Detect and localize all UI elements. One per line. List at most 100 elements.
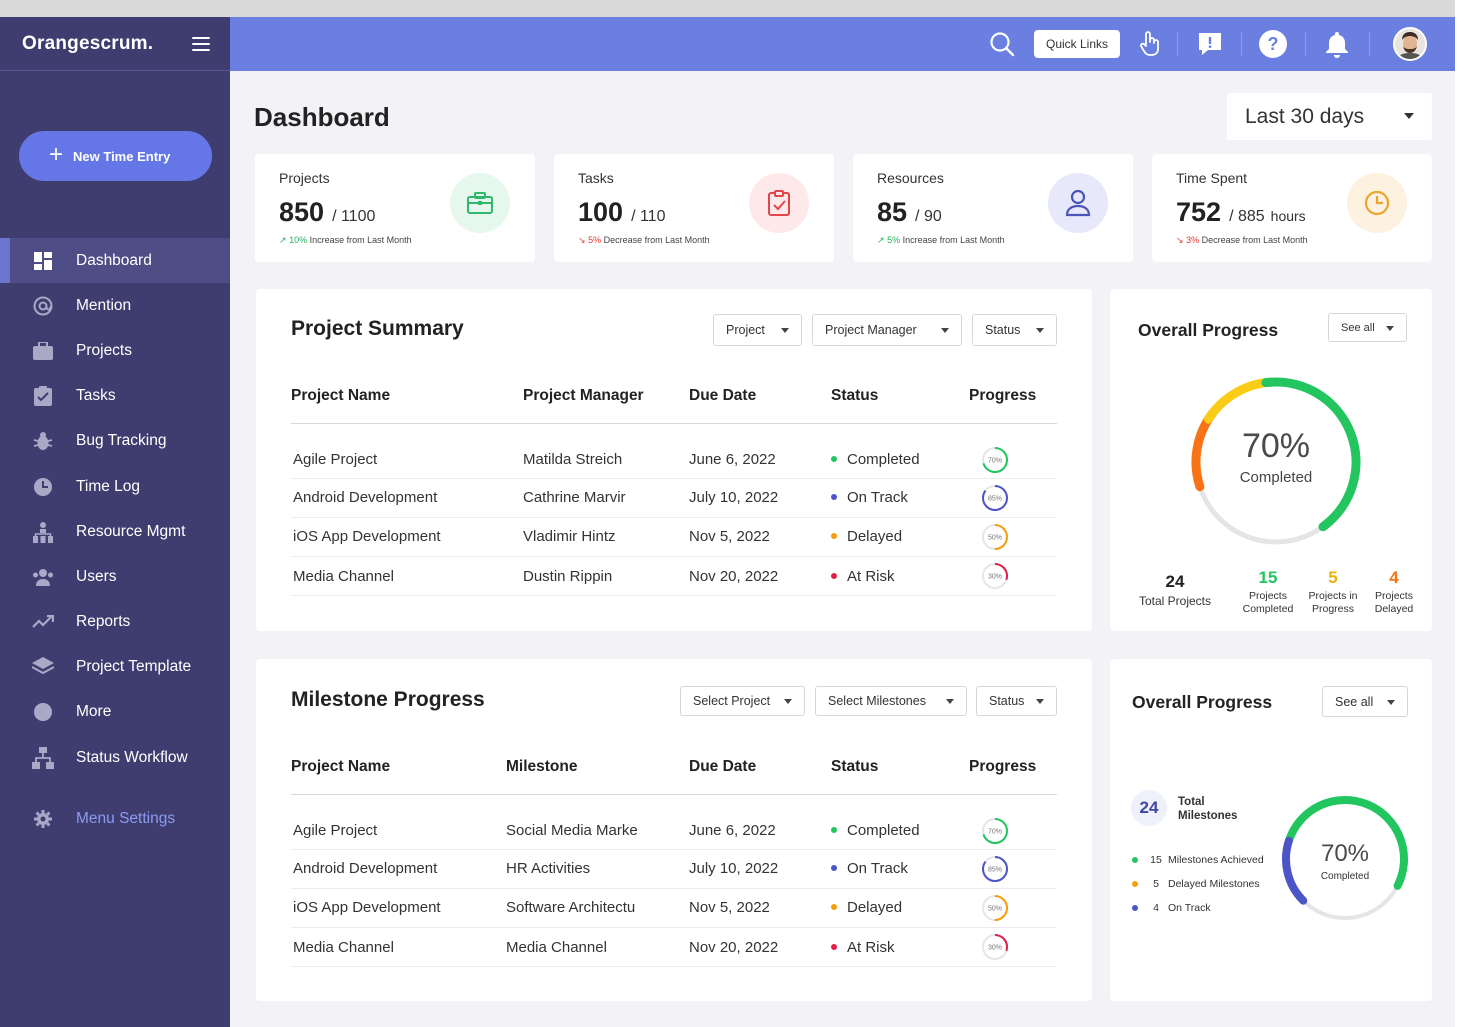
search-icon[interactable]	[986, 28, 1018, 60]
table-row[interactable]: Agile Project Matilda Streich June 6, 2022…	[291, 423, 1057, 479]
progress-ring-arc	[982, 563, 1008, 590]
project-name-cell[interactable]: Agile Project	[291, 423, 523, 479]
table-row[interactable]: iOS App Development Vladimir Hintz Nov 5, …	[291, 517, 1057, 558]
hand-pointer-icon[interactable]	[1134, 28, 1166, 60]
project-filter-dropdown[interactable]: Project	[713, 314, 802, 346]
milestone-status-dropdown[interactable]: Status	[976, 686, 1057, 716]
project-name-cell[interactable]: Android Development	[291, 478, 523, 518]
milestone-see-all-dropdown[interactable]: See all	[1322, 686, 1408, 717]
status-cell: On Track	[831, 849, 969, 889]
quick-links-button[interactable]: Quick Links	[1034, 30, 1120, 58]
due-date-cell: Nov 5, 2022	[689, 888, 831, 929]
project-name[interactable]: Android Development	[293, 489, 438, 507]
column-header[interactable]: Progress	[969, 740, 1057, 795]
sidebar-item-mention[interactable]: Mention	[0, 283, 230, 328]
sidebar-item-bug-tracking[interactable]: Bug Tracking	[0, 419, 230, 464]
project-total-stat: 5 Projects in Progress	[1301, 567, 1365, 617]
milestone-legend-item: 15 Milestones Achieved	[1132, 854, 1264, 866]
column-header[interactable]: Project Manager	[523, 369, 689, 424]
sidebar-item-status-workflow[interactable]: Status Workflow	[0, 735, 230, 780]
column-header[interactable]: Due Date	[689, 740, 831, 795]
column-header[interactable]: Project Name	[291, 740, 506, 795]
help-icon[interactable]: ?	[1257, 28, 1289, 60]
sidebar-item-dashboard[interactable]: Dashboard	[0, 238, 230, 284]
layers-icon	[32, 656, 54, 678]
project-manager-filter-dropdown[interactable]: Project Manager	[812, 314, 962, 346]
sidebar-item-time-log[interactable]: Time Log	[0, 464, 230, 509]
progress-cell: 70%	[969, 794, 1057, 850]
stat-card-time-spent[interactable]: Time Spent 752 / 885 hours ↘ 3% Decrease fro…	[1152, 154, 1432, 262]
bell-icon[interactable]	[1321, 28, 1353, 60]
logo-bar: Orangescrum.	[0, 17, 230, 71]
project-name[interactable]: iOS App Development	[293, 899, 441, 917]
column-header[interactable]: Status	[831, 740, 969, 795]
milestone-cell: Software Architectu	[506, 888, 689, 929]
sidebar-item-label: Mention	[76, 296, 132, 314]
sidebar-item-reports[interactable]: Reports	[0, 600, 230, 645]
stat-card-tasks[interactable]: Tasks 100 / 110 ↘ 5% Decrease from Last Mon…	[554, 154, 834, 262]
status-filter-label: Status	[985, 323, 1021, 337]
status-filter-dropdown[interactable]: Status	[972, 314, 1057, 346]
project-progress-center: 70% Completed	[1187, 427, 1365, 486]
select-project-dropdown[interactable]: Select Project	[680, 686, 805, 716]
status-dot	[831, 533, 837, 540]
sidebar-item-resource-mgmt[interactable]: Resource Mgmt	[0, 509, 230, 554]
status-dot	[831, 904, 837, 911]
project-name[interactable]: Agile Project	[293, 822, 378, 839]
progress-ring-arc	[982, 817, 1008, 844]
table-row[interactable]: Agile Project Social Media Marke June 6, 2…	[291, 794, 1057, 850]
progress-ring-label: 85%	[988, 866, 1002, 873]
new-time-entry-button[interactable]: + New Time Entry	[19, 131, 212, 181]
project-name-cell[interactable]: iOS App Development	[291, 888, 506, 929]
column-header[interactable]: Progress	[969, 369, 1057, 424]
user-avatar[interactable]	[1393, 27, 1427, 61]
progress-cell: 50%	[969, 517, 1057, 558]
date-range-select[interactable]: Last 30 days	[1227, 93, 1432, 140]
stat-number: 85	[877, 197, 908, 227]
project-name-cell[interactable]: Media Channel	[291, 556, 523, 597]
table-row[interactable]: Media Channel Dustin Rippin Nov 20, 2022 At…	[291, 556, 1057, 597]
sidebar-item-users[interactable]: Users	[0, 554, 230, 599]
chevron-down-icon	[941, 328, 949, 333]
project-name[interactable]: Agile Project	[293, 451, 378, 468]
project-name[interactable]: Android Development	[293, 860, 438, 878]
column-header[interactable]: Project Name	[291, 369, 523, 424]
arrow-up-right-icon: ↗	[877, 235, 885, 245]
project-name[interactable]: Media Channel	[293, 567, 394, 585]
legend-count: 15	[1150, 854, 1162, 866]
table-row[interactable]: Android Development Cathrine Marvir July 1…	[291, 478, 1057, 518]
column-header[interactable]: Milestone	[506, 740, 689, 795]
trend-icon	[32, 611, 54, 633]
sidebar-item-tasks[interactable]: Tasks	[0, 374, 230, 419]
project-name[interactable]: iOS App Development	[293, 528, 441, 546]
sidebar-item-more[interactable]: More	[0, 690, 230, 735]
due-date-cell: July 10, 2022	[689, 849, 831, 889]
project-name-cell[interactable]: Media Channel	[291, 927, 506, 968]
table-row[interactable]: Media Channel Media Channel Nov 20, 2022 At…	[291, 927, 1057, 968]
status-cell: Completed	[831, 423, 969, 479]
hamburger-menu-icon[interactable]	[192, 36, 210, 51]
project-name-cell[interactable]: Android Development	[291, 849, 506, 889]
sidebar-item-project-template[interactable]: Project Template	[0, 645, 230, 690]
hierarchy-icon	[32, 521, 54, 543]
menu-settings-link[interactable]: Menu Settings	[0, 801, 230, 837]
sidebar-item-projects[interactable]: Projects	[0, 328, 230, 373]
stat-number: 850	[279, 197, 325, 227]
sidebar-item-label: Users	[76, 567, 117, 585]
table-row[interactable]: Android Development HR Activities July 10,…	[291, 849, 1057, 889]
sidebar-item-label: Dashboard	[76, 251, 152, 269]
select-milestones-dropdown[interactable]: Select Milestones	[815, 686, 967, 716]
project-name-cell[interactable]: Agile Project	[291, 794, 506, 850]
project-name[interactable]: Media Channel	[293, 938, 394, 956]
table-row[interactable]: iOS App Development Software Architectu No…	[291, 888, 1057, 929]
project-name-cell[interactable]: iOS App Development	[291, 517, 523, 558]
stat-card-resources[interactable]: Resources 85 / 90 ↗ 5% Increase from Last M…	[853, 154, 1133, 262]
column-header[interactable]: Due Date	[689, 369, 831, 424]
column-header[interactable]: Status	[831, 369, 969, 424]
arrow-up-right-icon: ↗	[279, 235, 287, 245]
arrow-down-right-icon: ↘	[578, 235, 586, 245]
see-all-dropdown[interactable]: See all	[1328, 313, 1407, 342]
feedback-icon[interactable]	[1194, 28, 1226, 60]
stat-card-projects[interactable]: Projects 850 / 1100 ↗ 10% Increase from Las…	[255, 154, 535, 262]
logo[interactable]: Orangescrum.	[22, 32, 154, 54]
